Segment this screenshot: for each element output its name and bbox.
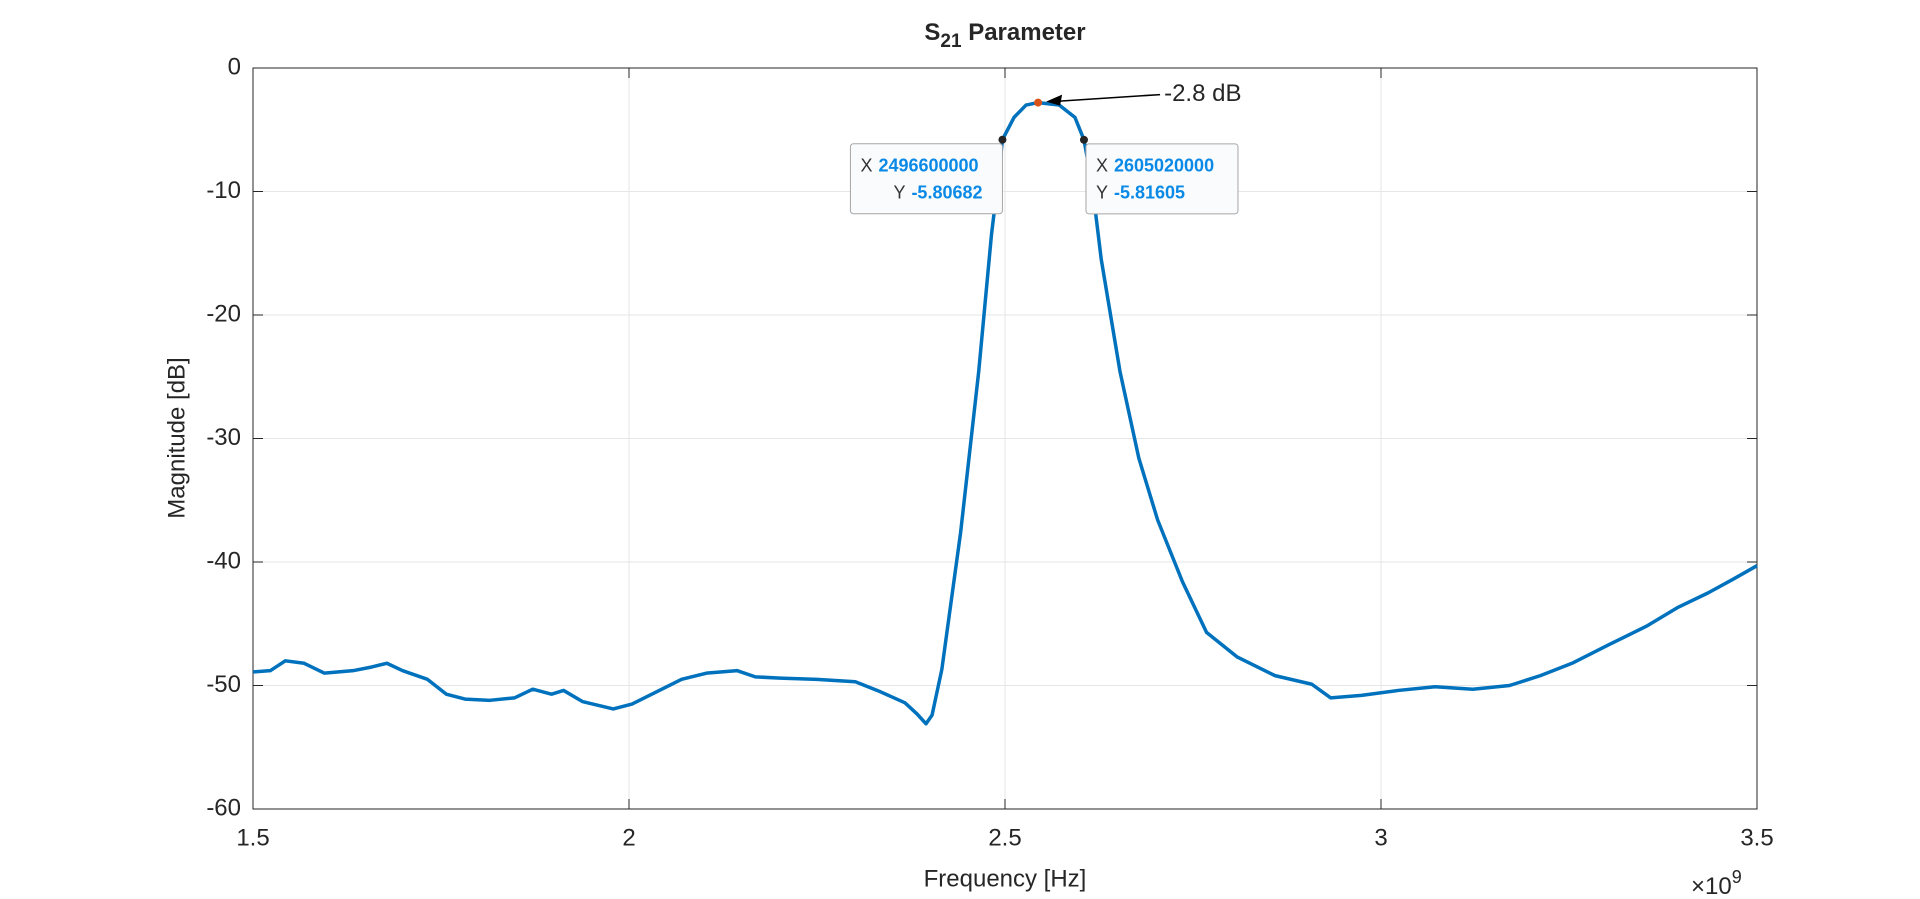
- x-tick-label: 2: [622, 824, 635, 851]
- annotation-text: -2.8 dB: [1164, 80, 1241, 107]
- axes-box: [252, 67, 1758, 810]
- x-tick-label: 2.5: [988, 824, 1021, 851]
- datatip-y-key: Y: [893, 182, 905, 202]
- x-tick-label: 3.5: [1740, 824, 1773, 851]
- y-tick-label: -40: [206, 547, 241, 574]
- x-axis-label: Frequency [Hz]: [924, 865, 1087, 892]
- x-multiplier: ×109: [1691, 867, 1742, 899]
- x-multiplier-base: ×10: [1691, 873, 1732, 899]
- title-base: S: [924, 19, 940, 46]
- annotation-arrowhead: [1046, 94, 1063, 106]
- x-multiplier-power: 9: [1732, 867, 1742, 887]
- datatip-x-value: 2605020000: [1114, 156, 1214, 176]
- y-tick-label: -60: [206, 794, 241, 821]
- y-tick-label: -30: [206, 424, 241, 451]
- title-rest: Parameter: [962, 19, 1086, 46]
- x-tick-label: 1.5: [236, 824, 269, 851]
- datatip-y-key: Y: [1096, 183, 1108, 203]
- chart-title: S21 Parameter: [924, 19, 1085, 52]
- datatip-x-key: X: [860, 155, 872, 175]
- datatip-y-value: -5.80682: [911, 182, 982, 202]
- y-tick-label: -10: [206, 177, 241, 204]
- x-tick-label: 3: [1374, 824, 1387, 851]
- data-line: [252, 100, 1758, 726]
- datatip-y-value: -5.81605: [1114, 183, 1185, 203]
- datatip-x-key: X: [1096, 156, 1108, 176]
- y-tick-label: -50: [206, 671, 241, 698]
- datatip-x-value: 2496600000: [878, 155, 978, 175]
- datatip-point: [1079, 135, 1088, 144]
- y-tick-label: -20: [206, 300, 241, 327]
- datatip-box: [1085, 143, 1239, 215]
- title-subscript: 21: [940, 31, 962, 52]
- y-tick-label: 0: [228, 53, 241, 80]
- y-axis-label: Magnitude [dB]: [163, 357, 190, 518]
- annotation-arrow: [1052, 93, 1161, 103]
- annotation-point: [1034, 98, 1043, 107]
- datatip-point: [998, 135, 1007, 144]
- datatip-box: [849, 143, 1003, 215]
